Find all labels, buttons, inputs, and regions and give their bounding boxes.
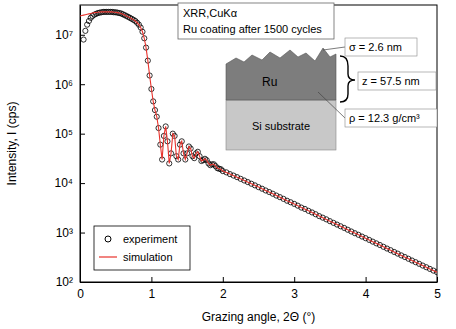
tick: 10³ bbox=[56, 226, 85, 240]
y-axis: 10² 10³ 10⁴ 10⁵ 10⁶ 10⁷ bbox=[54, 6, 85, 290]
tick-mark bbox=[437, 277, 438, 282]
tick-label: 4 bbox=[363, 287, 370, 301]
tick: 3 bbox=[291, 277, 298, 301]
tick-label: 10⁷ bbox=[55, 28, 73, 42]
tick: 10⁵ bbox=[55, 127, 85, 141]
tick-label: 0 bbox=[77, 287, 84, 301]
leader bbox=[318, 92, 345, 118]
thickness-label: z = 57.5 nm bbox=[362, 75, 420, 87]
density-label: ρ = 12.3 g/cm³ bbox=[349, 112, 420, 124]
brace bbox=[340, 56, 355, 102]
note: XRR,CuKα Ru coating after 1500 cycles bbox=[178, 3, 334, 39]
legend-box bbox=[94, 226, 190, 270]
marks bbox=[80, 9, 437, 274]
tick-label: 1 bbox=[149, 287, 156, 301]
tick-label: 10³ bbox=[56, 226, 73, 240]
tick: 10² bbox=[56, 275, 85, 289]
tick: 10⁴ bbox=[54, 176, 85, 190]
tick: 5 bbox=[434, 277, 441, 301]
tick-label: 10² bbox=[56, 275, 73, 289]
data-line bbox=[80, 12, 437, 272]
tick: 2 bbox=[220, 277, 227, 301]
tick-label: 5 bbox=[434, 287, 441, 301]
tick-label: 10⁴ bbox=[54, 176, 73, 190]
leader bbox=[323, 47, 345, 50]
note-text: XRR,CuKα bbox=[183, 7, 238, 19]
tick-mark bbox=[80, 35, 85, 36]
tick-mark bbox=[80, 233, 85, 234]
ru-layer bbox=[226, 48, 336, 100]
tick-mark bbox=[80, 282, 85, 283]
data-point bbox=[83, 28, 88, 33]
inset: Ru Si substrate σ = 2.6 nm z = 57.5 nm ρ = 1… bbox=[226, 38, 437, 150]
tick-label: 3 bbox=[291, 287, 298, 301]
tick: 4 bbox=[363, 277, 370, 301]
tick-mark bbox=[80, 84, 85, 85]
note-text: Ru coating after 1500 cycles bbox=[183, 23, 322, 35]
tick-mark bbox=[151, 277, 152, 282]
data-point bbox=[81, 37, 86, 42]
roughness-label-box bbox=[345, 38, 417, 56]
legend-label: simulation bbox=[123, 251, 173, 263]
axis-line bbox=[81, 282, 438, 283]
legend-label: experiment bbox=[123, 233, 177, 245]
tick-label: 2 bbox=[220, 287, 227, 301]
legend: experiment simulation bbox=[94, 226, 190, 270]
x-axis: 0 1 2 3 4 5 bbox=[77, 277, 441, 301]
substrate-label: Si substrate bbox=[252, 120, 310, 132]
thickness-label-box bbox=[358, 72, 436, 90]
axis-line bbox=[80, 6, 81, 283]
tick: 10⁷ bbox=[55, 28, 85, 42]
chart: 0 1 2 3 4 5 10² 10³ 10⁴ 10⁵ 10⁶ 10⁷ experiment simula… bbox=[0, 0, 456, 329]
tick: 10⁶ bbox=[55, 78, 85, 92]
x-axis-title: Grazing angle, 2Θ (°) bbox=[202, 310, 316, 324]
legend-symbol bbox=[99, 256, 117, 257]
roughness-label: σ = 2.6 nm bbox=[349, 41, 402, 53]
layer-label: Ru bbox=[262, 75, 277, 89]
series-experiment bbox=[81, 9, 437, 274]
note-box bbox=[178, 3, 334, 39]
plot: 0 1 2 3 4 5 10² 10³ 10⁴ 10⁵ 10⁶ 10⁷ experiment simula… bbox=[54, 5, 441, 301]
y-axis-title: Intensity, I (cps) bbox=[5, 102, 19, 186]
tick-label: 10⁶ bbox=[55, 78, 73, 92]
tick-mark bbox=[294, 277, 295, 282]
tick-mark bbox=[223, 277, 224, 282]
plot-frame bbox=[80, 5, 437, 282]
density-label-box bbox=[345, 109, 437, 127]
tick: 1 bbox=[149, 277, 156, 301]
substrate bbox=[226, 100, 336, 150]
legend-symbol bbox=[105, 236, 111, 242]
tick-label: 10⁵ bbox=[55, 127, 73, 141]
tick-mark bbox=[366, 277, 367, 282]
tick-mark bbox=[80, 183, 85, 184]
tick-mark bbox=[80, 134, 85, 135]
